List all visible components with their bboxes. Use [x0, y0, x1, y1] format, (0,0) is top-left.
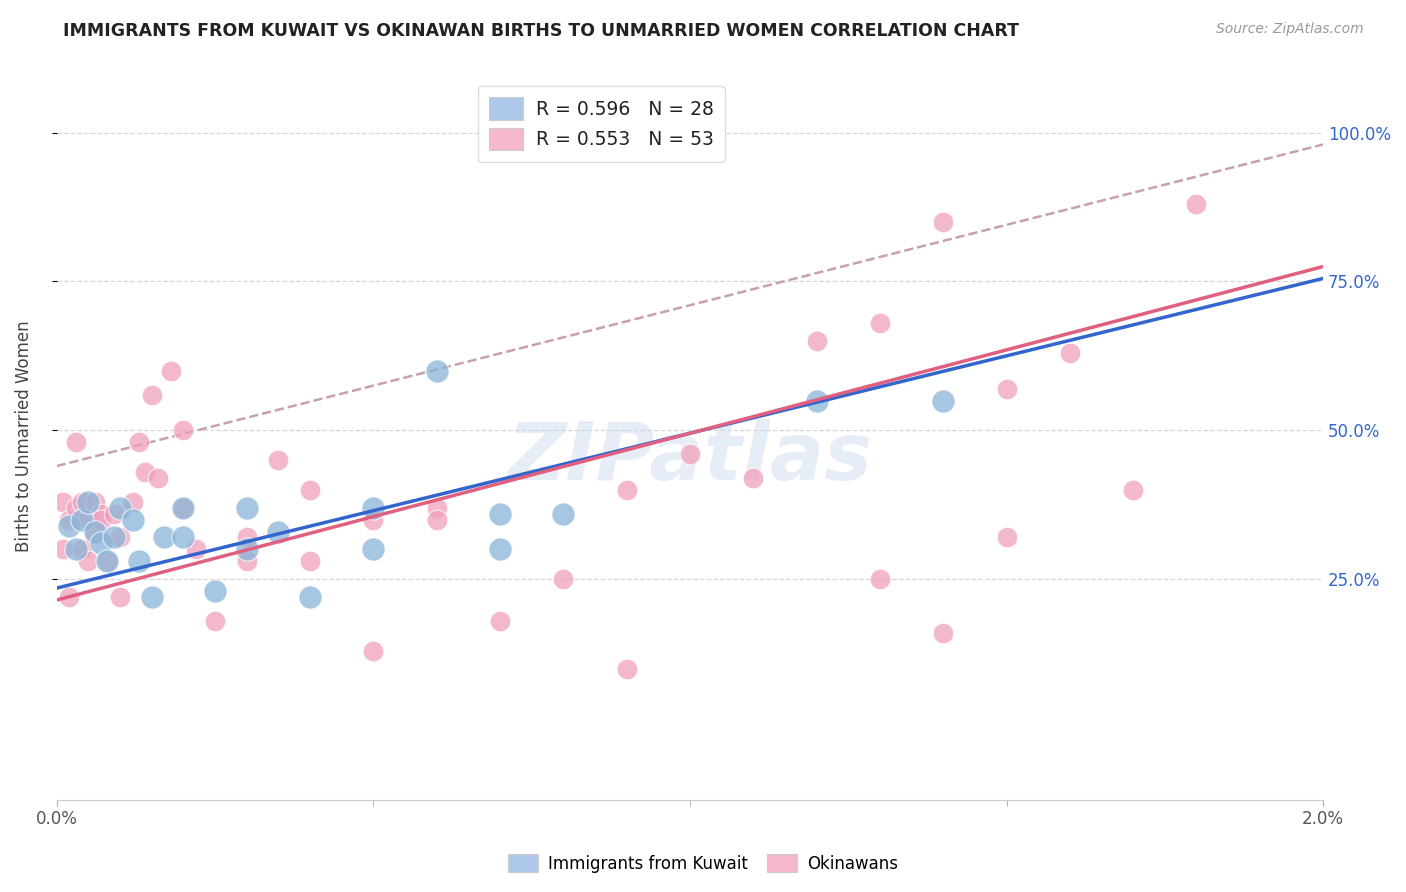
Point [70, 495, 93, 509]
Point [83, 524, 105, 539]
Point [146, 471, 169, 485]
Point [77, 495, 100, 509]
Point [96, 554, 118, 568]
Legend: R = 0.596   N = 28, R = 0.553   N = 53: R = 0.596 N = 28, R = 0.553 N = 53 [478, 86, 725, 161]
Point [172, 531, 194, 545]
Point [235, 531, 257, 545]
Point [1059, 346, 1081, 360]
Point [235, 554, 257, 568]
Point [77, 513, 100, 527]
Point [108, 500, 131, 515]
Point [869, 316, 891, 330]
Point [361, 513, 384, 527]
Point [159, 364, 181, 378]
Point [90, 513, 112, 527]
Text: IMMIGRANTS FROM KUWAIT VS OKINAWAN BIRTHS TO UNMARRIED WOMEN CORRELATION CHART: IMMIGRANTS FROM KUWAIT VS OKINAWAN BIRTH… [63, 22, 1019, 40]
Point [204, 584, 226, 599]
Point [70, 542, 93, 557]
Point [553, 572, 575, 586]
Point [361, 542, 384, 557]
Point [172, 500, 194, 515]
Point [90, 536, 112, 550]
Point [806, 334, 828, 348]
Point [108, 531, 131, 545]
Point [995, 531, 1018, 545]
Legend: Immigrants from Kuwait, Okinawans: Immigrants from Kuwait, Okinawans [501, 847, 905, 880]
Point [58, 518, 80, 533]
Point [426, 364, 449, 378]
Point [153, 531, 176, 545]
Point [869, 572, 891, 586]
Point [1122, 483, 1144, 497]
Point [553, 507, 575, 521]
Point [489, 542, 512, 557]
Point [141, 590, 163, 604]
Point [96, 554, 118, 568]
Point [103, 531, 125, 545]
Point [103, 507, 125, 521]
Point [298, 590, 321, 604]
Point [58, 590, 80, 604]
Point [995, 382, 1018, 396]
Point [616, 483, 638, 497]
Point [121, 495, 143, 509]
Text: ZIPatlas: ZIPatlas [508, 419, 872, 497]
Point [298, 554, 321, 568]
Point [1185, 197, 1208, 211]
Point [489, 614, 512, 628]
Point [489, 507, 512, 521]
Point [65, 435, 87, 450]
Point [806, 393, 828, 408]
Point [83, 495, 105, 509]
Point [172, 500, 194, 515]
Point [742, 471, 765, 485]
Point [65, 542, 87, 557]
Point [204, 614, 226, 628]
Point [108, 590, 131, 604]
Point [184, 542, 207, 557]
Point [616, 661, 638, 675]
Point [134, 465, 156, 479]
Point [932, 625, 955, 640]
Point [172, 423, 194, 437]
Text: Source: ZipAtlas.com: Source: ZipAtlas.com [1216, 22, 1364, 37]
Point [932, 393, 955, 408]
Point [90, 507, 112, 521]
Point [679, 447, 702, 461]
Point [426, 500, 449, 515]
Point [121, 513, 143, 527]
Point [65, 500, 87, 515]
Point [128, 554, 150, 568]
Point [932, 215, 955, 229]
Point [267, 453, 290, 467]
Point [77, 554, 100, 568]
Point [58, 513, 80, 527]
Y-axis label: Births to Unmarried Women: Births to Unmarried Women [15, 320, 32, 552]
Point [52, 495, 75, 509]
Point [235, 542, 257, 557]
Point [83, 524, 105, 539]
Point [426, 513, 449, 527]
Point [235, 500, 257, 515]
Point [52, 542, 75, 557]
Point [128, 435, 150, 450]
Point [141, 387, 163, 401]
Point [361, 500, 384, 515]
Point [70, 513, 93, 527]
Point [267, 524, 290, 539]
Point [298, 483, 321, 497]
Point [361, 643, 384, 657]
